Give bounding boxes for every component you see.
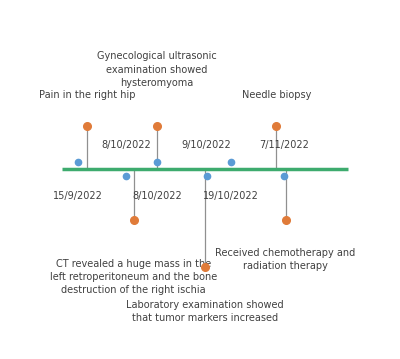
Text: CT revealed a huge mass in the
left retroperitoneum and the bone
destruction of : CT revealed a huge mass in the left retr… <box>50 259 217 295</box>
Text: 7/11/2022: 7/11/2022 <box>259 140 309 149</box>
Text: 8/10/2022: 8/10/2022 <box>101 140 151 149</box>
Text: 9/10/2022: 9/10/2022 <box>182 140 232 149</box>
Text: Gynecological ultrasonic
examination showed
hysteromyoma: Gynecological ultrasonic examination sho… <box>97 51 217 88</box>
Text: Pain in the right hip: Pain in the right hip <box>39 90 136 100</box>
Text: 19/10/2022: 19/10/2022 <box>204 191 259 201</box>
Text: 15/9/2022: 15/9/2022 <box>53 191 103 201</box>
Text: Received chemotherapy and
radiation therapy: Received chemotherapy and radiation ther… <box>216 248 356 271</box>
Text: Needle biopsy: Needle biopsy <box>242 90 311 100</box>
Text: 8/10/2022: 8/10/2022 <box>132 191 182 201</box>
Text: Laboratory examination showed
that tumor markers increased: Laboratory examination showed that tumor… <box>126 300 284 323</box>
